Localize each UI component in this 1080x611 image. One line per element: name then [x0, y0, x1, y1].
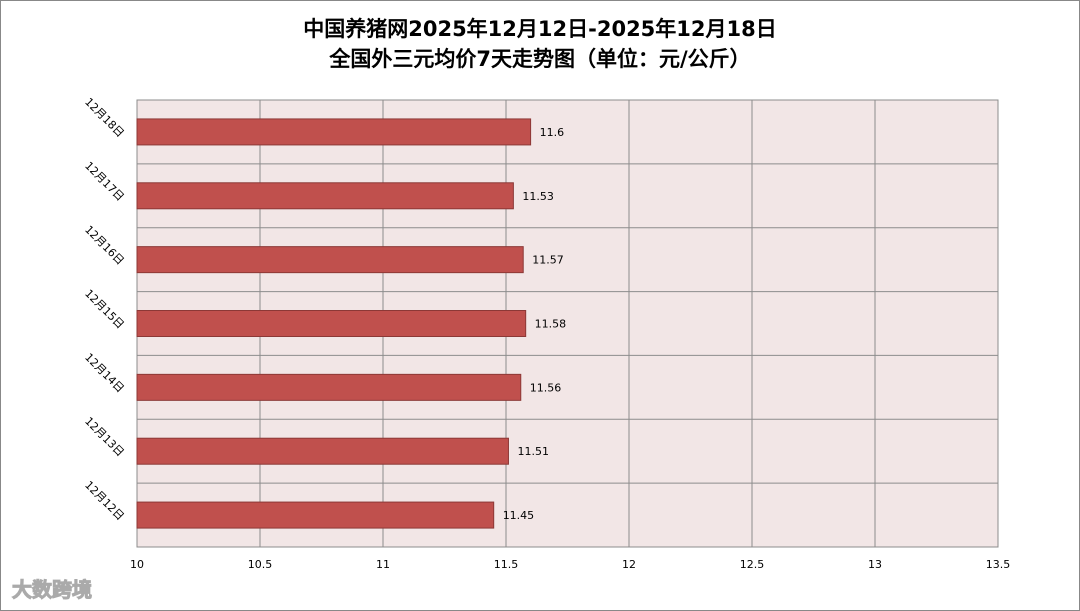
- value-label: 11.56: [530, 381, 562, 394]
- chart-title: 中国养猪网2025年12月12日-2025年12月18日: [303, 17, 777, 41]
- x-tick-label: 10.5: [248, 558, 273, 571]
- value-label: 11.6: [540, 126, 565, 139]
- bar: [136, 373, 522, 401]
- value-label: 11.45: [503, 509, 535, 522]
- bar: [136, 182, 514, 210]
- watermark: 大数跨境: [12, 578, 92, 602]
- value-label: 11.51: [517, 445, 549, 458]
- x-tick-label: 13: [868, 558, 882, 571]
- x-tick-label: 12: [622, 558, 636, 571]
- x-tick-label: 12.5: [740, 558, 765, 571]
- bar: [136, 118, 532, 146]
- chart-subtitle: 全国外三元均价7天走势图（单位：元/公斤）: [328, 47, 750, 71]
- value-label: 11.58: [535, 318, 567, 331]
- x-tick-label: 13.5: [986, 558, 1011, 571]
- value-label: 11.57: [532, 254, 564, 267]
- bar: [136, 501, 495, 529]
- x-tick-label: 11.5: [494, 558, 519, 571]
- x-tick-label: 10: [130, 558, 144, 571]
- bar: [136, 437, 509, 465]
- value-label: 11.53: [522, 190, 554, 203]
- bar: [136, 310, 527, 337]
- bar: [136, 246, 524, 274]
- x-tick-label: 11: [376, 558, 390, 571]
